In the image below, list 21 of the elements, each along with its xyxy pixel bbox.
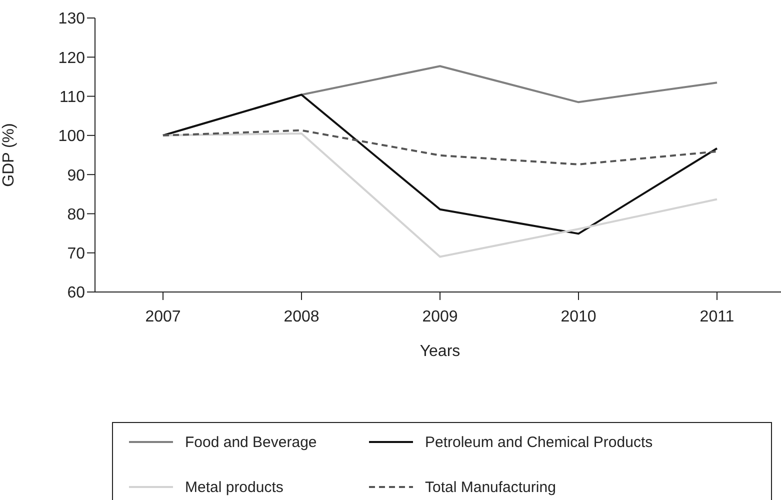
y-tick-label: 130 xyxy=(58,10,86,28)
y-tick-label: 80 xyxy=(67,206,86,224)
y-tick-label: 60 xyxy=(67,284,86,302)
x-tick-label: 2010 xyxy=(560,308,596,326)
legend-label: Metal products xyxy=(185,478,284,496)
y-tick-label: 110 xyxy=(59,88,86,106)
x-tick-label: 2008 xyxy=(284,308,320,326)
y-tick-label: 90 xyxy=(67,167,86,184)
y-axis-title: GDP (%) xyxy=(0,123,18,187)
x-tick-label: 2011 xyxy=(700,308,734,326)
x-tick-label: 2007 xyxy=(145,308,181,326)
legend-label: Food and Beverage xyxy=(185,434,317,450)
y-tick-label: 120 xyxy=(58,50,86,67)
x-tick-label: 2009 xyxy=(422,308,458,326)
line-series xyxy=(162,129,718,166)
legend-label: Total Manufacturing xyxy=(425,478,556,496)
y-tick-label: 100 xyxy=(58,128,86,146)
x-axis-title: Years xyxy=(420,343,460,360)
y-tick-label: 70 xyxy=(67,246,86,263)
legend-label: Petroleum and Chemical Products xyxy=(425,434,653,450)
line-series xyxy=(162,94,718,235)
